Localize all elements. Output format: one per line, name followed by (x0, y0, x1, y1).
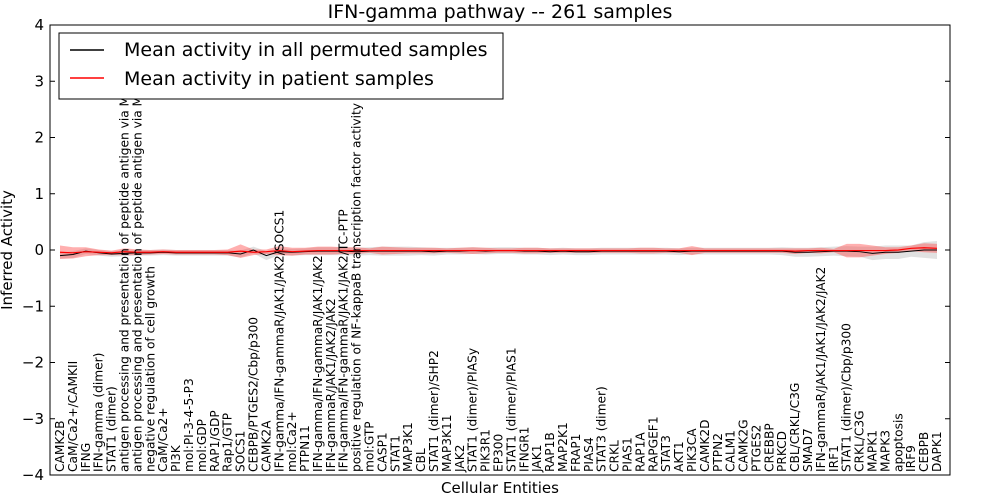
category-label: positive regulation of NF-kappaB transcr… (350, 103, 364, 472)
category-label: mol:PI-3-4-5-P3 (182, 378, 196, 472)
category-label: PIK3R1 (479, 429, 493, 472)
category-label: PRKCD (775, 431, 789, 472)
category-label: SMAD7 (801, 428, 815, 472)
category-label: PIK3CA (685, 428, 699, 472)
category-label: negative regulation of cell growth (143, 266, 157, 472)
x-axis-label: Cellular Entities (441, 479, 559, 497)
category-label: MAP2K1 (556, 422, 570, 472)
category-label: PIAS1 (620, 437, 634, 472)
category-label: MAPK1 (866, 430, 880, 472)
category-label: IFNGR1 (517, 427, 531, 472)
category-label: IFN-gammaR/JAK1/JAK1/JAK2/JAK2 (814, 267, 828, 472)
category-label: CRKL (608, 440, 622, 472)
category-label: MAP3K11 (440, 415, 454, 472)
category-label: CBL/CRKL/C3G (788, 383, 802, 472)
legend-label-patient: Mean activity in patient samples (124, 68, 434, 90)
category-label: CAMK2G (737, 419, 751, 472)
y-axis-label: Inferred Activity (0, 190, 16, 310)
y-tick-label: 3 (34, 72, 44, 90)
category-label: IRF1 (827, 445, 841, 472)
y-tick-label: −4 (22, 466, 44, 484)
category-label: mol:GDP (195, 419, 209, 472)
category-label: antigen processing and presentation of p… (130, 33, 144, 472)
category-label: CAMK2D (698, 420, 712, 473)
legend: Mean activity in all permuted samples Me… (58, 32, 504, 100)
y-tick-label: 1 (34, 185, 44, 203)
y-axis: −4 −3 −2 −1 0 1 2 3 4 (22, 16, 950, 484)
y-tick-label: −3 (22, 410, 44, 428)
category-label: PTPN2 (711, 433, 725, 472)
category-label: RAPGEF1 (646, 416, 660, 472)
y-tick-label: 4 (34, 16, 44, 34)
category-label: CEBPB (917, 432, 931, 472)
category-label: DAPK1 (930, 431, 944, 472)
category-label: IFN-gammaR/JAK1/JAK2/JAK2 (324, 298, 338, 472)
category-label: SOCS1 (234, 431, 248, 472)
category-label: IFN-gamma (dimer) (92, 353, 106, 472)
category-label: CREBBP (762, 423, 776, 472)
category-label: IFN-gamma/IFN-gammaR/JAK1/JAK2/SOCS1 (272, 210, 286, 472)
category-label: antigen processing and presentation of p… (117, 37, 131, 472)
category-label: PTPN11 (298, 425, 312, 472)
y-tick-label: 0 (34, 241, 44, 259)
category-label: JAK1 (530, 445, 544, 473)
category-label: RAP1/GDP (208, 410, 222, 472)
y-tick-label: 2 (34, 129, 44, 147)
category-label: STAT1 (dimer)/SHP2 (427, 350, 441, 472)
category-label: AKT1 (672, 441, 686, 472)
category-label: CASP1 (375, 432, 389, 472)
category-label: PI3K (169, 444, 183, 472)
category-label: RAP1A (633, 432, 647, 472)
category-label: CALM1 (724, 430, 738, 472)
category-label: RAP1B (543, 432, 557, 472)
y-tick-label: −2 (22, 354, 44, 372)
category-label: MAPK3 (878, 430, 892, 472)
category-label: STAT1 (dimer)/Cbp/p300 (840, 323, 854, 472)
category-label: CRKL/C3G (853, 410, 867, 472)
category-label: apoptosis (891, 413, 905, 472)
category-label: IRF9 (904, 445, 918, 472)
category-label: mol:Ca2+ (285, 411, 299, 472)
series-lines (59, 247, 938, 257)
category-label: mol:GTP (363, 421, 377, 472)
category-label: CaM/Ca2+/CAMKII (66, 361, 80, 472)
series-line-patient (59, 247, 938, 254)
category-label: PTGES2 (749, 425, 763, 472)
category-label: CEBPB/PTGES2/Cbp/p300 (246, 317, 260, 472)
category-label: IFNG (79, 443, 93, 472)
category-label: FRAP1 (569, 434, 583, 472)
category-label: STAT1 (dimer)/PIAS1 (504, 347, 518, 472)
category-label: IFN-gamma/IFN-gammaR/JAK1/JAK2 (311, 255, 325, 472)
category-label: STAT1 (dimer) (105, 386, 119, 472)
category-label: MAP3K1 (401, 422, 415, 472)
category-label: PIAS4 (582, 437, 596, 472)
category-label: EP300 (492, 434, 506, 472)
category-label: IFN-gamma/IFN-gammaR/JAK1/JAK2/TC-PTP (337, 209, 351, 472)
category-label: STAT1 (388, 435, 402, 472)
legend-box (58, 32, 504, 100)
category-label: STAT1 (dimer)/PIASy (466, 348, 480, 472)
category-label: CBL (414, 448, 428, 472)
category-label: CAMK2B (53, 421, 67, 472)
legend-label-permuted: Mean activity in all permuted samples (124, 39, 487, 61)
category-label: JAK2 (453, 445, 467, 473)
category-label: STAT3 (659, 435, 673, 472)
chart-title: IFN-gamma pathway -- 261 samples (328, 1, 673, 23)
category-label: STAT3 (dimer) (595, 386, 609, 472)
category-label: CAMK2A (259, 420, 273, 472)
y-tick-label: −1 (22, 297, 44, 315)
category-label: Rap1/GTP (221, 413, 235, 472)
category-label: CaM/Ca2+ (156, 407, 170, 472)
